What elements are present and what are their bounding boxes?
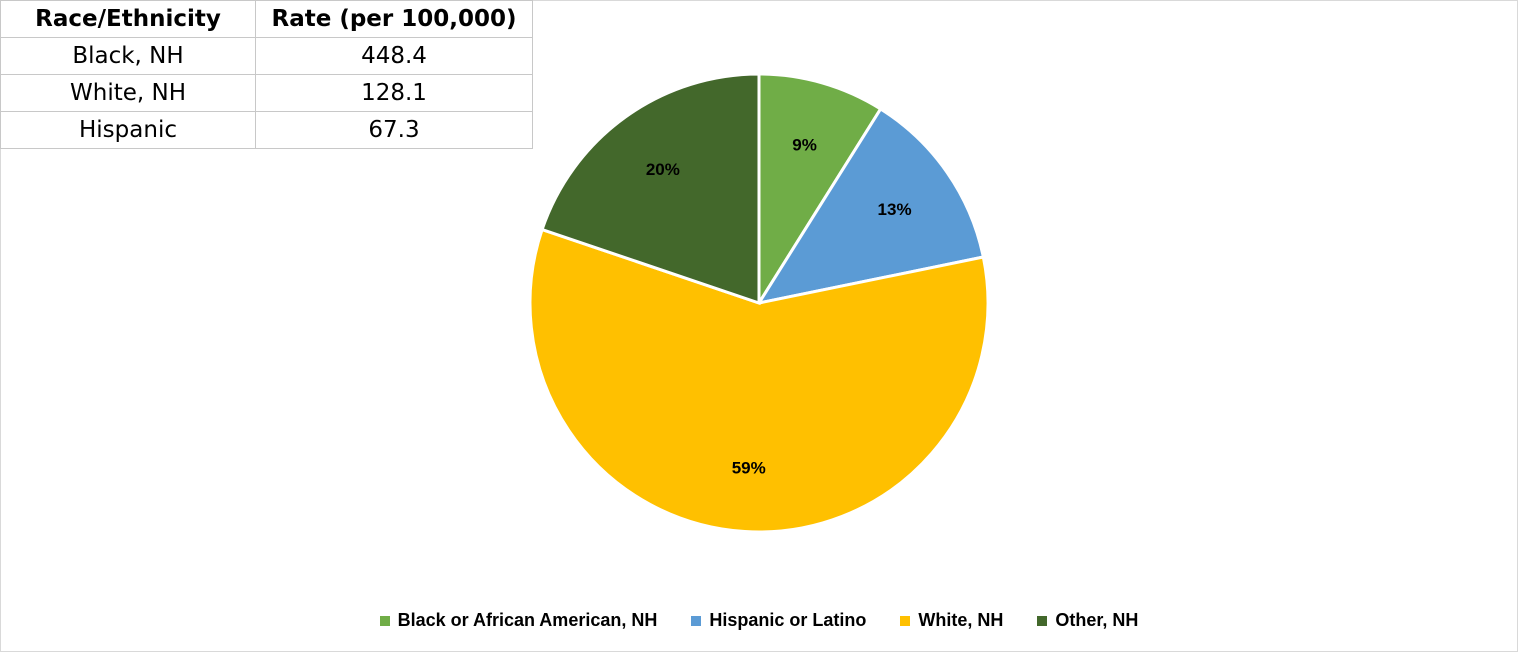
legend-swatch bbox=[900, 615, 911, 626]
legend-swatch bbox=[379, 615, 390, 626]
table-row: Black, NH 448.4 bbox=[0, 37, 533, 75]
legend-swatch bbox=[691, 615, 702, 626]
table-row: Hispanic 67.3 bbox=[0, 111, 533, 149]
legend-swatch bbox=[1037, 615, 1048, 626]
table-cell-rate: 67.3 bbox=[255, 111, 533, 149]
legend-label: White, NH bbox=[918, 610, 1004, 630]
legend-item-hispanic-or-latino: Hispanic or Latino bbox=[691, 610, 866, 631]
column-header-rate: Rate (per 100,000) bbox=[255, 0, 533, 38]
legend-label: Hispanic or Latino bbox=[709, 610, 867, 630]
table-cell-race: Hispanic bbox=[0, 111, 256, 149]
pie-slice-other-nh bbox=[540, 72, 761, 306]
chart-legend: Black or African American, NH Hispanic or… bbox=[0, 610, 1518, 631]
pie-slice-black-or-african-american-nh bbox=[757, 72, 883, 309]
legend-label: Other, NH bbox=[1055, 610, 1139, 630]
data-label-hispanic-or-latino: 13% bbox=[878, 200, 912, 219]
table-cell-race: Black, NH bbox=[0, 37, 256, 75]
pie-slice-white-nh bbox=[528, 227, 990, 534]
table-cell-rate: 448.4 bbox=[255, 37, 533, 75]
data-label-other-nh: 20% bbox=[646, 160, 680, 179]
pie-slice-hispanic-or-latino bbox=[755, 106, 986, 306]
table-header-row: Race/Ethnicity Rate (per 100,000) bbox=[0, 0, 533, 38]
rate-table: Race/Ethnicity Rate (per 100,000) Black,… bbox=[0, 0, 533, 149]
legend-label: Black or African American, NH bbox=[397, 610, 658, 630]
legend-item-white-nh: White, NH bbox=[900, 610, 1003, 631]
legend-item-black-or-african-american-nh: Black or African American, NH bbox=[379, 610, 658, 631]
legend-item-other-nh: Other, NH bbox=[1037, 610, 1138, 631]
data-label-white-nh: 59% bbox=[732, 459, 766, 478]
pie-chart: 9% 13% 59% 20% bbox=[528, 72, 990, 534]
data-label-black-or-african-american-nh: 9% bbox=[792, 135, 817, 154]
table-cell-race: White, NH bbox=[0, 74, 256, 112]
